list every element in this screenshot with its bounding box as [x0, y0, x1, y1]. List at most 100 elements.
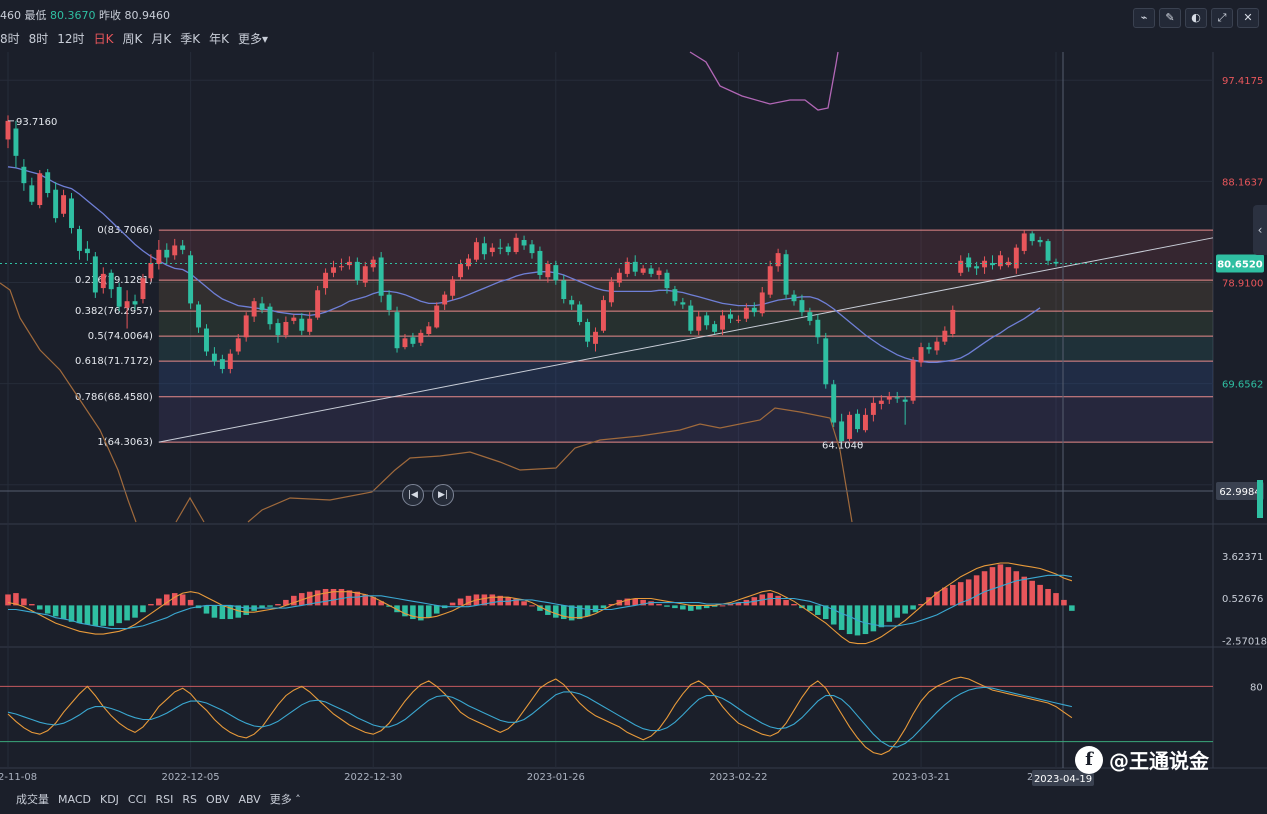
- candle-body: [656, 270, 662, 275]
- period-tab-5[interactable]: 月K: [151, 32, 172, 46]
- x-tick-label: 2022-12-05: [162, 772, 220, 783]
- indicator-tab-2[interactable]: KDJ: [99, 793, 119, 806]
- macd-histogram-bar: [735, 602, 742, 606]
- macd-histogram-bar: [275, 604, 281, 606]
- candle-body: [545, 264, 551, 278]
- macd-histogram-bar: [989, 567, 996, 606]
- macd-histogram-bar: [529, 605, 535, 607]
- candle-body: [593, 331, 598, 344]
- candle-body: [505, 246, 511, 253]
- macd-histogram-bar: [910, 605, 916, 610]
- macd-histogram-bar: [719, 605, 726, 607]
- macd-histogram-bar: [918, 604, 924, 606]
- candle-body: [227, 353, 233, 369]
- macd-histogram-bar: [640, 599, 646, 606]
- indicator-tab-3[interactable]: CCI: [127, 793, 147, 806]
- scroll-start-button[interactable]: |◀: [402, 484, 424, 506]
- candle-body: [712, 324, 718, 332]
- drawing-tools-icon[interactable]: ◐: [1185, 8, 1207, 28]
- indicator-tab-6[interactable]: OBV: [206, 793, 230, 806]
- macd-histogram-bar: [21, 598, 27, 606]
- period-tab-8[interactable]: 更多▾: [237, 32, 268, 46]
- watermark: f @王通说金: [1075, 745, 1209, 774]
- fib-band: [158, 230, 1213, 281]
- macd-histogram-bar: [1069, 605, 1075, 611]
- macd-histogram-bar: [68, 605, 75, 622]
- close-icon[interactable]: ✕: [1237, 8, 1259, 28]
- macd-histogram-bar: [672, 605, 678, 609]
- candle-body: [688, 305, 694, 331]
- low-value: 80.3670: [50, 9, 96, 22]
- macd-histogram-bar: [553, 605, 559, 618]
- macd-histogram-bar: [394, 605, 400, 613]
- candle-body: [466, 258, 471, 267]
- candle-body: [704, 315, 710, 326]
- macd-histogram-bar: [791, 604, 797, 606]
- price-stats: 460 最低 80.3670 昨收 80.9460: [0, 7, 170, 23]
- macd-histogram-bar: [291, 595, 297, 606]
- collapse-panel-button[interactable]: ‹: [1253, 205, 1267, 255]
- candle-body: [807, 312, 813, 321]
- macd-axis-label: -2.57018: [1222, 636, 1267, 647]
- macd-dif-line: [7, 562, 1073, 645]
- candle-body: [84, 248, 90, 254]
- scroll-end-button[interactable]: ▶|: [432, 484, 454, 506]
- period-tab-2[interactable]: 12时: [57, 32, 85, 46]
- candle-body: [108, 272, 114, 290]
- period-tab-0[interactable]: 8时: [0, 32, 20, 46]
- candle-body: [323, 272, 329, 289]
- candle-body: [990, 262, 995, 266]
- candle-body: [799, 300, 805, 313]
- candle-body: [855, 413, 860, 430]
- macd-histogram-bar: [187, 599, 194, 606]
- chart-type-icon[interactable]: ⌁: [1133, 8, 1155, 28]
- fullscreen-icon[interactable]: ⤢: [1211, 8, 1233, 28]
- candle-body: [13, 128, 19, 156]
- indicator-tab-8[interactable]: 更多 ˄: [269, 793, 301, 806]
- indicator-tab-1[interactable]: MACD: [58, 793, 91, 806]
- period-tab-6[interactable]: 季K: [180, 32, 201, 46]
- candle-body: [521, 240, 527, 246]
- period-tab-3[interactable]: 日K: [93, 32, 114, 46]
- indicator-tab-0[interactable]: 成交量: [16, 793, 49, 806]
- macd-histogram-bar: [656, 604, 662, 606]
- candle-body: [61, 195, 67, 214]
- candle-body: [53, 189, 59, 219]
- candle-body: [1005, 261, 1011, 266]
- candle-body: [92, 256, 98, 293]
- candle-body: [918, 347, 924, 363]
- macd-histogram-bar: [203, 605, 210, 614]
- period-tab-1[interactable]: 8时: [28, 32, 49, 46]
- candle-body: [1037, 240, 1043, 243]
- macd-histogram-bar: [29, 604, 35, 606]
- macd-histogram-bar: [457, 598, 464, 606]
- macd-histogram-bar: [92, 605, 99, 626]
- watermark-brand: @王通说金: [1109, 749, 1209, 773]
- indicator-tab-7[interactable]: ABV: [238, 793, 261, 806]
- macd-histogram-bar: [330, 588, 337, 606]
- period-tab-7[interactable]: 年K: [209, 32, 229, 46]
- candle-body: [608, 281, 614, 303]
- pencil-icon[interactable]: ✎: [1159, 8, 1181, 28]
- indicator-tab-4[interactable]: RSI: [155, 793, 174, 806]
- candle-body: [585, 321, 591, 342]
- candle-body: [648, 268, 654, 274]
- macd-histogram-bar: [132, 605, 138, 618]
- candle-body: [307, 318, 313, 332]
- period-tab-4[interactable]: 周K: [122, 32, 143, 46]
- macd-histogram-bar: [314, 590, 321, 606]
- indicator-tab-5[interactable]: RS: [182, 793, 198, 806]
- candle-body: [767, 266, 773, 295]
- macd-histogram-bar: [354, 591, 361, 606]
- crosshair-date-label: 2023-04-19: [1034, 774, 1092, 785]
- macd-histogram-bar: [632, 598, 638, 606]
- candle-body: [680, 302, 686, 305]
- candle-body: [958, 260, 964, 273]
- macd-histogram-bar: [664, 605, 670, 607]
- candle-body: [696, 316, 702, 331]
- candle-body: [100, 273, 106, 289]
- volume-scroll-indicator: [1257, 480, 1263, 518]
- candle-body: [354, 261, 360, 281]
- macd-histogram-bar: [688, 605, 694, 611]
